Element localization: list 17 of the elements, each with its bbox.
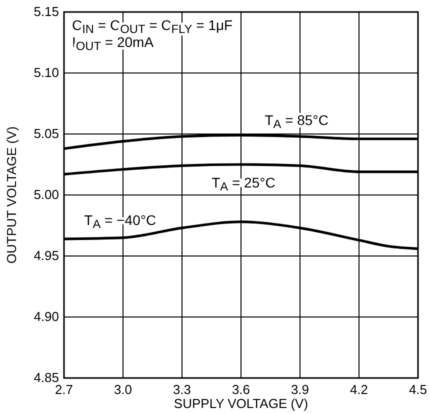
y-tick-label: 5.10 [34, 65, 59, 80]
y-tick-label: 4.95 [34, 248, 59, 263]
x-tick-label: 3.9 [290, 382, 310, 397]
x-tick-label: 3.6 [232, 382, 250, 397]
y-tick-label: 4.85 [34, 370, 59, 385]
series-label: T$_{A}$ = 25°C [212, 174, 276, 194]
x-tick-label: 3.0 [114, 382, 132, 397]
x-axis-title: SUPPLY VOLTAGE (V) [174, 396, 308, 411]
x-tick-label: 3.3 [172, 382, 192, 397]
y-tick-label: 5.00 [34, 187, 59, 202]
y-axis-title: OUTPUT VOLTAGE (V) [4, 126, 19, 264]
x-tick-label: 4.2 [350, 382, 368, 397]
x-tick-label: 4.5 [408, 382, 428, 397]
y-tick-label: 5.05 [34, 126, 59, 141]
y-tick-label: 4.90 [34, 309, 59, 324]
x-tick-label: 2.7 [54, 382, 74, 397]
y-tick-label: 5.15 [34, 4, 59, 19]
